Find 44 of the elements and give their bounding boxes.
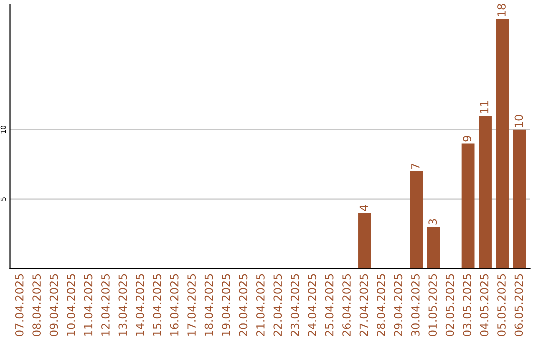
data-label: 10 [514, 115, 524, 128]
x-tick-label: 15.04.2025 [153, 274, 162, 336]
bar [462, 144, 475, 269]
bar [479, 116, 492, 269]
x-tick-label: 26.04.2025 [342, 274, 351, 336]
x-tick-label: 06.05.2025 [514, 274, 524, 336]
x-tick-label: 02.05.2025 [446, 274, 454, 336]
x-tick-label: 09.04.2025 [50, 274, 58, 336]
x-tick-label: 18.04.2025 [204, 274, 214, 336]
x-tick-label: 22.04.2025 [274, 274, 282, 336]
x-tick-label: 04.05.2025 [480, 274, 489, 336]
x-tick-label: 10.04.2025 [67, 274, 76, 336]
x-tick-label: 13.04.2025 [118, 274, 128, 336]
x-tick-label: 11.04.2025 [84, 274, 93, 336]
x-tick-label: 07.04.2025 [15, 274, 24, 336]
x-tick-label: 29.04.2025 [394, 274, 403, 336]
bar [513, 130, 526, 269]
x-tick-label: 08.04.2025 [32, 274, 42, 336]
data-label: 18 [498, 4, 506, 16]
x-tick-label: 30.04.2025 [411, 274, 420, 336]
x-tick-label: 01.05.2025 [428, 274, 438, 336]
x-tick-label: 03.05.2025 [463, 274, 472, 336]
x-tick-label: 16.04.2025 [170, 274, 179, 336]
data-label: 3 [428, 219, 438, 225]
x-tick-label: 17.04.2025 [188, 274, 196, 336]
x-tick-label: 28.04.2025 [377, 274, 386, 336]
x-tick-label: 25.04.2025 [325, 274, 334, 336]
x-tick-label: 24.04.2025 [308, 274, 317, 336]
x-tick-label: 19.04.2025 [222, 274, 230, 336]
data-label: 7 [412, 164, 420, 170]
bar [427, 226, 440, 269]
data-label: 11 [480, 102, 489, 114]
x-tick-label: 21.04.2025 [256, 274, 265, 336]
x-tick-label: 23.04.2025 [290, 274, 300, 336]
data-label: 4 [360, 205, 368, 212]
bar [496, 18, 510, 269]
x-tick-label: 20.04.2025 [239, 274, 248, 336]
x-tick-label: 12.04.2025 [102, 274, 110, 336]
data-label: 9 [463, 136, 472, 142]
bar [410, 172, 424, 269]
x-tick-label: 27.04.2025 [360, 274, 368, 336]
bar [358, 213, 372, 269]
x-tick-label: 14.04.2025 [136, 274, 144, 336]
x-tick-label: 05.05.2025 [498, 274, 506, 336]
